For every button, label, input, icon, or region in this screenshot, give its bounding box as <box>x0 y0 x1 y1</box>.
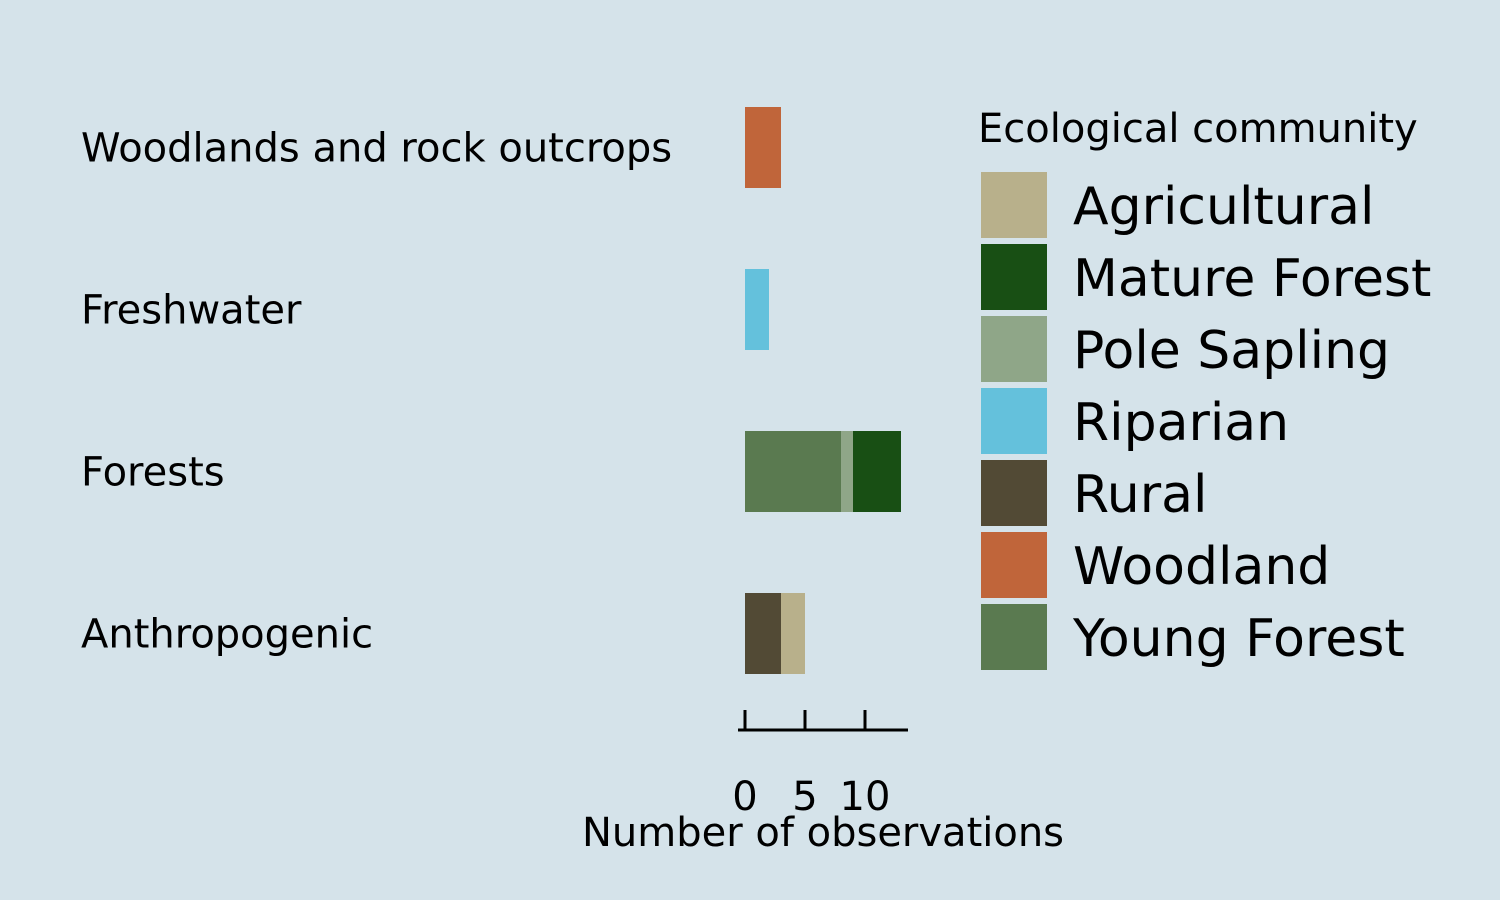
legend-swatch-woodland <box>981 532 1047 598</box>
x-tick-label-0: 0 <box>732 774 757 820</box>
category-label-forests: Forests <box>81 450 225 496</box>
legend-label-mature-forest: Mature Forest <box>1073 249 1431 309</box>
bar-anthropogenic-rural <box>745 593 781 674</box>
bar-anthropogenic-agricultural <box>781 593 805 674</box>
legend-label-pole-sapling: Pole Sapling <box>1073 321 1390 381</box>
legend-swatch-pole-sapling <box>981 316 1047 382</box>
category-label-anthropogenic: Anthropogenic <box>81 612 373 658</box>
legend-label-rural: Rural <box>1073 465 1207 525</box>
legend-label-riparian: Riparian <box>1073 393 1289 453</box>
legend-swatch-mature-forest <box>981 244 1047 310</box>
bar-forests-mature-forest <box>853 431 901 512</box>
legend-swatch-agricultural <box>981 172 1047 238</box>
bar-forests-young-forest <box>745 431 841 512</box>
x-axis-title: Number of observations <box>582 810 1064 856</box>
legend-label-young-forest: Young Forest <box>1072 609 1405 669</box>
legend-swatch-riparian <box>981 388 1047 454</box>
legend: Ecological community Agricultural Mature … <box>978 106 1431 670</box>
bars <box>745 107 901 674</box>
bar-woodlands-and-rock-outcrops-woodland <box>745 107 781 188</box>
category-label-freshwater: Freshwater <box>81 288 302 334</box>
legend-label-woodland: Woodland <box>1073 537 1330 597</box>
bar-forests-pole-sapling <box>841 431 853 512</box>
category-labels: Woodlands and rock outcrops Freshwater For… <box>81 126 672 658</box>
legend-swatch-rural <box>981 460 1047 526</box>
x-tick-label-5: 5 <box>792 774 817 820</box>
legend-swatch-young-forest <box>981 604 1047 670</box>
bar-freshwater-riparian <box>745 269 769 350</box>
x-axis-ticks: 0 5 10 <box>732 710 890 820</box>
x-tick-label-10: 10 <box>840 774 891 820</box>
legend-title: Ecological community <box>978 106 1418 152</box>
legend-label-agricultural: Agricultural <box>1073 177 1374 237</box>
x-axis: 0 5 10 <box>732 710 908 820</box>
category-label-woodlands-and-rock-outcrops: Woodlands and rock outcrops <box>81 126 672 172</box>
legend-items: Agricultural Mature Forest Pole Sapling Rip… <box>981 172 1431 670</box>
